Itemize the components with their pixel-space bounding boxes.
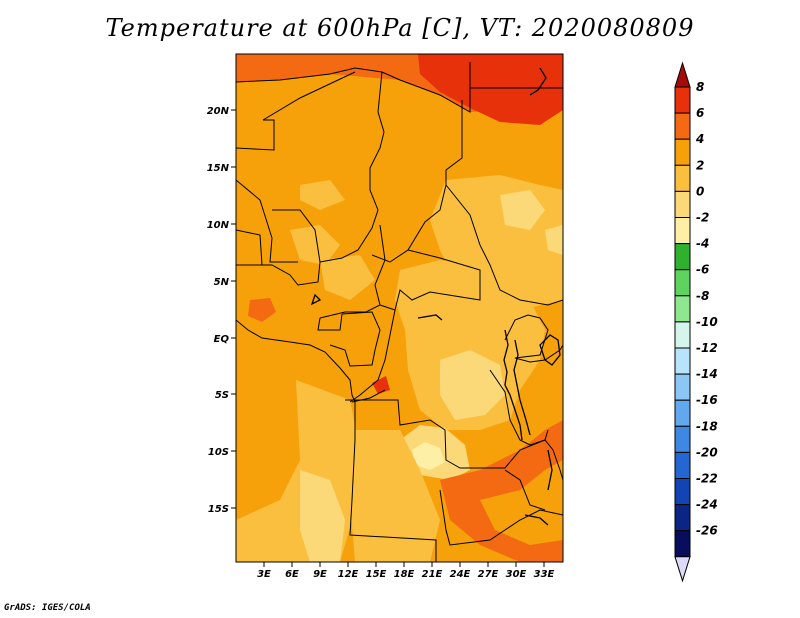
colorbar-segment <box>674 295 691 323</box>
lon-label: 12E <box>338 569 359 580</box>
colorbar-label: -18 <box>696 419 718 433</box>
colorbar-segment <box>674 269 691 297</box>
colorbar-label: -12 <box>696 341 718 355</box>
colorbar-label: -14 <box>696 367 718 381</box>
colorbar: 8 6 4 2 0 -2 -4 -6 -8 -10 -12 -14 -16 -18 -20 -22 -24 -26 <box>674 61 718 583</box>
lat-label: 5S <box>215 390 229 401</box>
colorbar-segment <box>674 373 691 401</box>
colorbar-segment <box>674 347 691 375</box>
colorbar-label: 0 <box>696 184 704 198</box>
colorbar-bottom-arrow <box>674 556 691 583</box>
colorbar-segment <box>674 425 691 453</box>
longitude-axis: 3E 6E 9E 12E 15E 18E 21E 24E 27E 30E 33E <box>257 562 555 580</box>
lat-label: 20N <box>207 106 230 117</box>
lon-label: 24E <box>450 569 471 580</box>
lon-label: 33E <box>534 569 555 580</box>
lon-label: 3E <box>257 569 271 580</box>
colorbar-segment <box>674 86 691 114</box>
colorbar-label: -20 <box>696 445 718 459</box>
colorbar-segment <box>674 530 691 558</box>
colorbar-label: 6 <box>696 106 704 120</box>
temperature-field <box>236 54 563 562</box>
colorbar-segment <box>674 321 691 349</box>
colorbar-segment <box>674 504 691 532</box>
colorbar-label: 8 <box>696 80 704 94</box>
colorbar-label: -10 <box>696 315 718 329</box>
lon-label: 30E <box>506 569 527 580</box>
colorbar-label: -6 <box>696 263 709 277</box>
colorbar-label: 4 <box>695 132 704 146</box>
lon-label: 27E <box>478 569 499 580</box>
colorbar-segment <box>674 399 691 427</box>
lat-label: 15N <box>207 163 230 174</box>
colorbar-label: -24 <box>696 498 718 512</box>
country-borders <box>236 62 563 562</box>
lon-label: 9E <box>313 569 327 580</box>
colorbar-segment <box>674 190 691 218</box>
lat-label: 10S <box>208 447 229 458</box>
colorbar-label: -2 <box>696 211 709 225</box>
colorbar-label: -4 <box>696 237 709 251</box>
colorbar-segment <box>674 112 691 140</box>
map-title: Temperature at 600hPa [C], VT: 202008080… <box>105 14 695 42</box>
lon-label: 21E <box>422 569 443 580</box>
lon-label: 15E <box>366 569 387 580</box>
colorbar-label: -16 <box>696 393 718 407</box>
latitude-axis: 20N 15N 10N 5N EQ 5S 10S 15S <box>207 106 236 515</box>
colorbar-top-arrow <box>674 61 691 88</box>
colorbar-segment <box>674 164 691 192</box>
colorbar-segment <box>674 478 691 506</box>
lat-label: 5N <box>214 277 230 288</box>
lat-label: 15S <box>208 504 229 515</box>
colorbar-segment <box>674 138 691 166</box>
colorbar-label: -22 <box>696 472 718 486</box>
colorbar-label: -8 <box>696 289 709 303</box>
lon-label: 18E <box>394 569 415 580</box>
colorbar-segment <box>674 451 691 479</box>
colorbar-label: -26 <box>696 524 718 538</box>
colorbar-segment <box>674 217 691 245</box>
lon-label: 6E <box>285 569 299 580</box>
map-frame <box>235 53 564 563</box>
credit-text: GrADS: IGES/COLA <box>4 603 91 613</box>
lakes <box>310 67 561 526</box>
lat-label: 10N <box>207 220 230 231</box>
colorbar-label: 2 <box>696 158 704 172</box>
colorbar-segment <box>674 243 691 271</box>
lat-label: EQ <box>214 334 230 345</box>
